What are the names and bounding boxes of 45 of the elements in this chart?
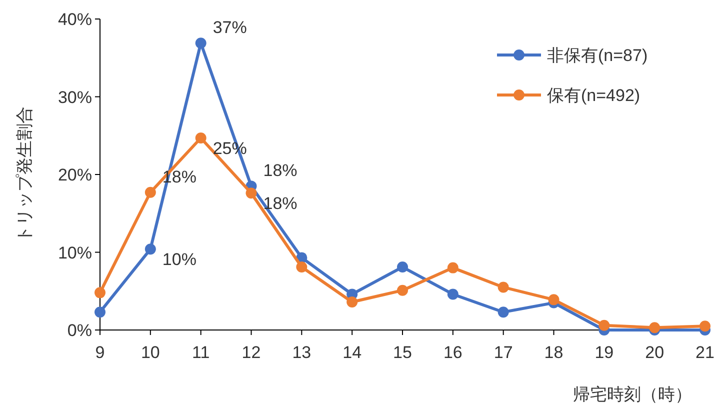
point [346,296,358,308]
y-tick-label: 20% [58,166,92,184]
point [649,322,660,334]
y-tick-label: 0% [67,321,92,340]
point [447,262,458,274]
legend-label: 非保有(n=87) [547,46,648,65]
point [548,294,560,306]
data-label: 37% [212,18,247,38]
x-tick-label: 20 [645,343,664,362]
point [195,38,206,49]
point [397,262,408,273]
x-tick-label: 10 [140,343,160,362]
x-tick-label: 15 [393,343,412,362]
y-tick-label: 40% [58,10,92,29]
point [144,186,156,198]
point [598,320,610,331]
x-tick-label: 21 [696,343,714,362]
y-tick-label: 30% [58,88,92,107]
x-tick-label: 19 [594,343,614,362]
x-tick-label: 13 [292,343,312,362]
data-label: 18% [263,194,298,214]
point [195,132,206,144]
point [498,282,509,293]
point [397,284,408,296]
point [246,188,257,199]
x-tick-label: 11 [192,343,210,362]
y-axis-title: トリップ発生割合 [15,106,34,242]
x-tick-label: 16 [443,343,462,362]
point [94,306,106,318]
x-tick-label: 17 [494,343,513,362]
point [447,288,458,300]
point [144,244,156,255]
data-label: 18% [263,161,298,180]
point [94,287,106,298]
x-tick-label: 18 [544,343,564,362]
x-tick-label: 12 [242,343,261,362]
point [498,306,509,318]
point [296,262,308,273]
x-axis-title: 帰宅時刻（時） [573,385,692,404]
data-label: 10% [162,250,196,270]
x-tick-label: 14 [342,343,362,362]
point [700,320,710,332]
x-tick-label: 9 [95,343,105,362]
legend-label: 保有(n=492) [547,86,640,105]
y-tick-label: 10% [58,243,92,262]
